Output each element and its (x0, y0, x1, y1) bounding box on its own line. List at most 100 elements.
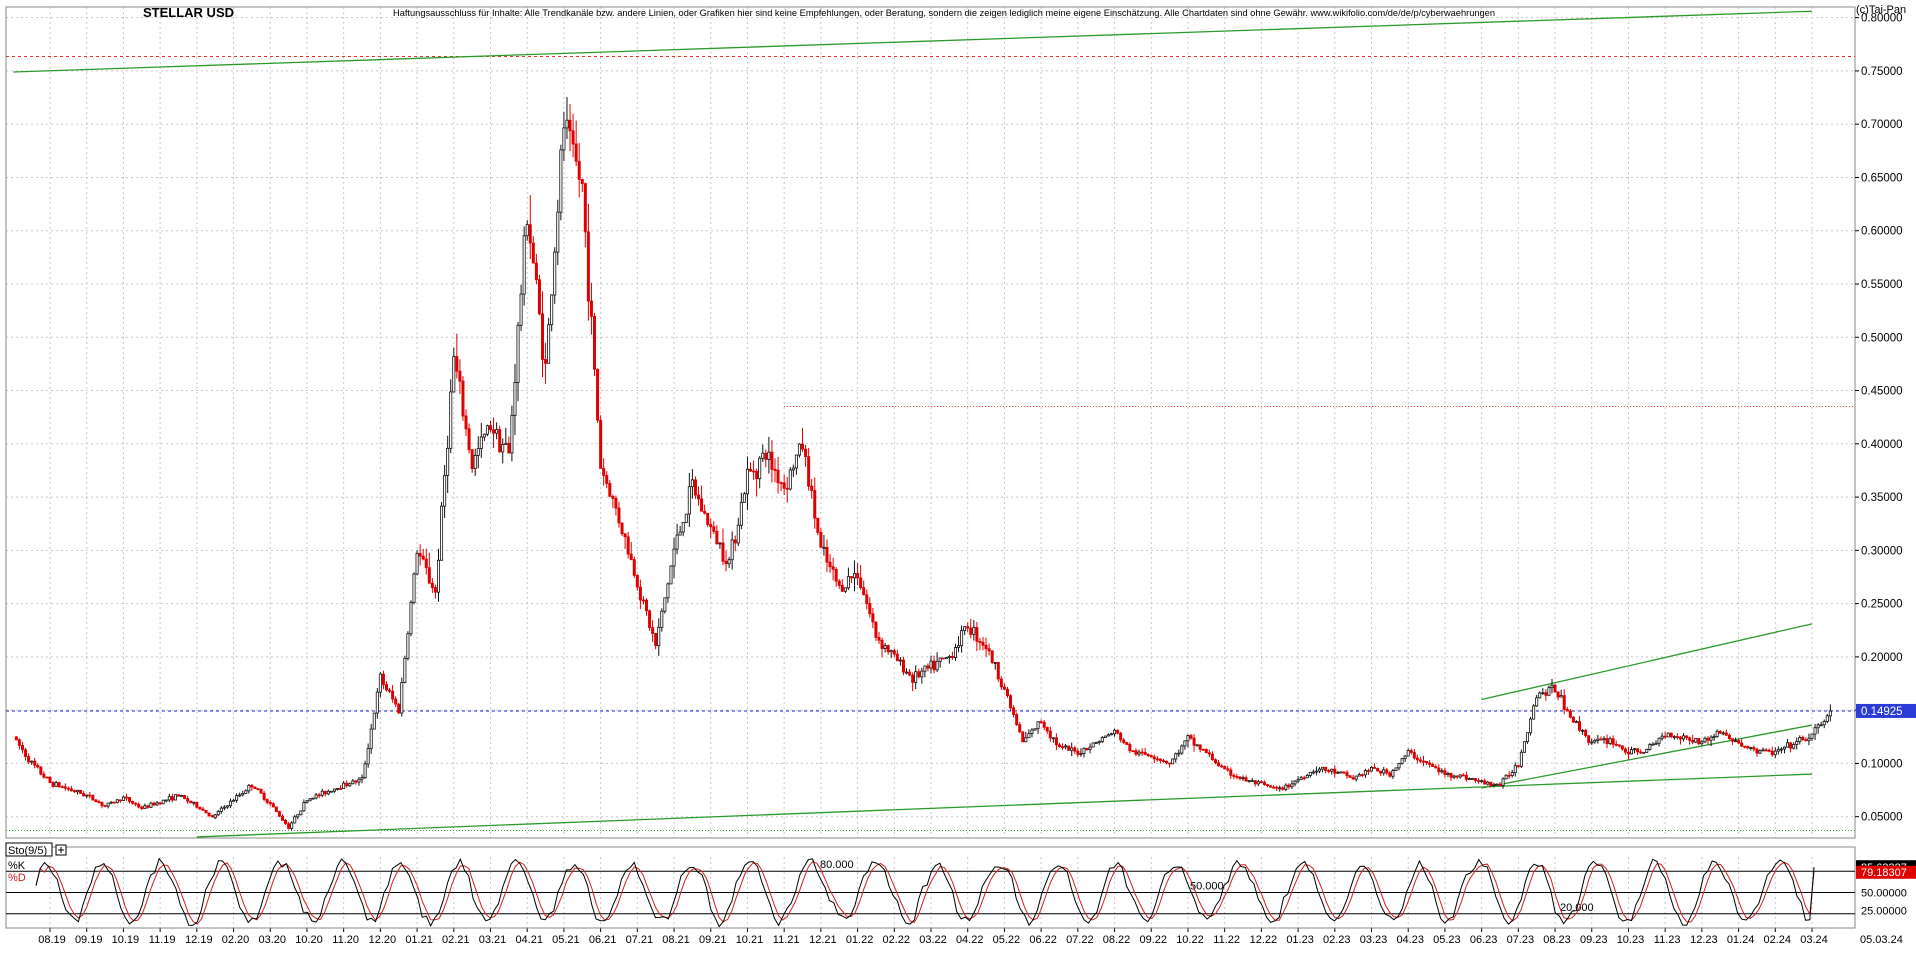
candle-body (415, 552, 419, 575)
candle-body (207, 812, 211, 816)
candle-body (1804, 739, 1808, 742)
candle-body (767, 451, 771, 460)
candle-body (1259, 781, 1263, 784)
candle-body (1709, 736, 1713, 741)
candle-body (1770, 750, 1774, 756)
candle-body (1529, 718, 1533, 734)
time-axis: 08.19 09.19 10.19 11.19 12.19 02.20 03.20 10.20… (38, 928, 1903, 946)
candle-body (1574, 721, 1578, 723)
x-tick-label: 01.24 (1727, 934, 1755, 946)
last-date-label: 05.03.24 (1860, 934, 1903, 946)
y-tick-label: 0.30000 (1861, 545, 1903, 557)
candle-body (1425, 760, 1429, 764)
candle-body (1253, 780, 1257, 785)
candle-body (620, 522, 624, 535)
candle-body (329, 790, 333, 793)
candle-body (1085, 747, 1089, 750)
candle-body (1584, 729, 1588, 737)
candle-body (1422, 760, 1426, 763)
y-tick-label: 0.55000 (1861, 279, 1903, 291)
candle-body (501, 444, 505, 453)
candle-body (1327, 770, 1331, 772)
candle-body (1012, 707, 1016, 715)
x-tick-label: 02.20 (222, 934, 250, 946)
candle-body (932, 660, 936, 671)
candle-body (1825, 715, 1829, 722)
x-tick-label: 08.23 (1543, 934, 1571, 946)
candle-body (617, 507, 621, 524)
plus-icon (58, 847, 64, 853)
x-tick-label: 08.21 (662, 934, 690, 946)
candle-body (1532, 705, 1536, 720)
candle-body (721, 542, 725, 562)
candle-body (895, 653, 899, 662)
candle-body (201, 808, 205, 811)
candle-body (1559, 695, 1563, 698)
candle-body (348, 783, 352, 787)
candle-body (663, 597, 667, 612)
candle-body (378, 673, 382, 693)
candle-body (886, 645, 890, 653)
candle-body (1366, 770, 1370, 772)
disclaimer-text: Haftungsausschluss für Inhalte: Alle Tre… (393, 8, 1495, 19)
candle-body (259, 788, 263, 794)
candle-body (388, 689, 392, 692)
candle-body (1630, 749, 1634, 755)
x-tick-label: 02.23 (1323, 934, 1351, 946)
candle-body (700, 498, 704, 512)
candle-body (856, 573, 860, 579)
candle-body (1265, 784, 1269, 787)
candle-body (1256, 781, 1260, 785)
candle-body (807, 456, 811, 487)
candle-body (761, 452, 765, 459)
candle-body (1232, 774, 1236, 777)
candle-body (485, 425, 489, 435)
candle-body (1158, 758, 1162, 761)
x-tick-label: 11.21 (773, 934, 800, 946)
candle-body (1382, 769, 1386, 774)
candle-body (1801, 736, 1805, 741)
candle-body (1703, 737, 1707, 743)
candle-body (1183, 740, 1187, 747)
candle-body (947, 656, 951, 659)
candle-body (479, 436, 483, 449)
grid (5, 6, 1856, 928)
x-tick-label: 08.19 (38, 934, 66, 946)
candle-body (1348, 775, 1352, 778)
candle-body (1070, 747, 1074, 751)
x-tick-label: 11.22 (1213, 934, 1240, 946)
candle-body (1009, 695, 1013, 709)
candle-body (155, 802, 159, 806)
candle-body (253, 786, 257, 790)
candle-body (131, 801, 135, 804)
candle-body (1064, 745, 1068, 748)
candle-body (1217, 762, 1221, 767)
candle-body (883, 645, 887, 649)
candle-body (733, 539, 737, 544)
candle-body (706, 512, 710, 525)
candle-body (905, 671, 909, 674)
candle-body (801, 443, 805, 450)
x-tick-label: 11.20 (332, 934, 359, 946)
candle-body (938, 657, 942, 662)
candle-body (849, 576, 853, 579)
candle-body (1165, 761, 1169, 764)
y-tick-label: 0.50000 (1861, 332, 1903, 344)
candle-body (623, 533, 627, 538)
candle-body (544, 359, 548, 364)
candle-body (629, 553, 633, 560)
candle-body (1718, 730, 1722, 734)
candle-body (1519, 751, 1523, 767)
candle-body (911, 674, 915, 683)
candle-body (1146, 753, 1150, 756)
candle-body (1446, 773, 1450, 775)
x-tick-label: 10.21 (736, 934, 764, 946)
candle-body (1002, 686, 1006, 690)
candle-body (975, 627, 979, 642)
candle-body (287, 823, 291, 829)
candle-body (247, 784, 251, 792)
candle-body (1360, 774, 1364, 777)
candle-body (290, 822, 294, 829)
candle-body (427, 567, 431, 584)
